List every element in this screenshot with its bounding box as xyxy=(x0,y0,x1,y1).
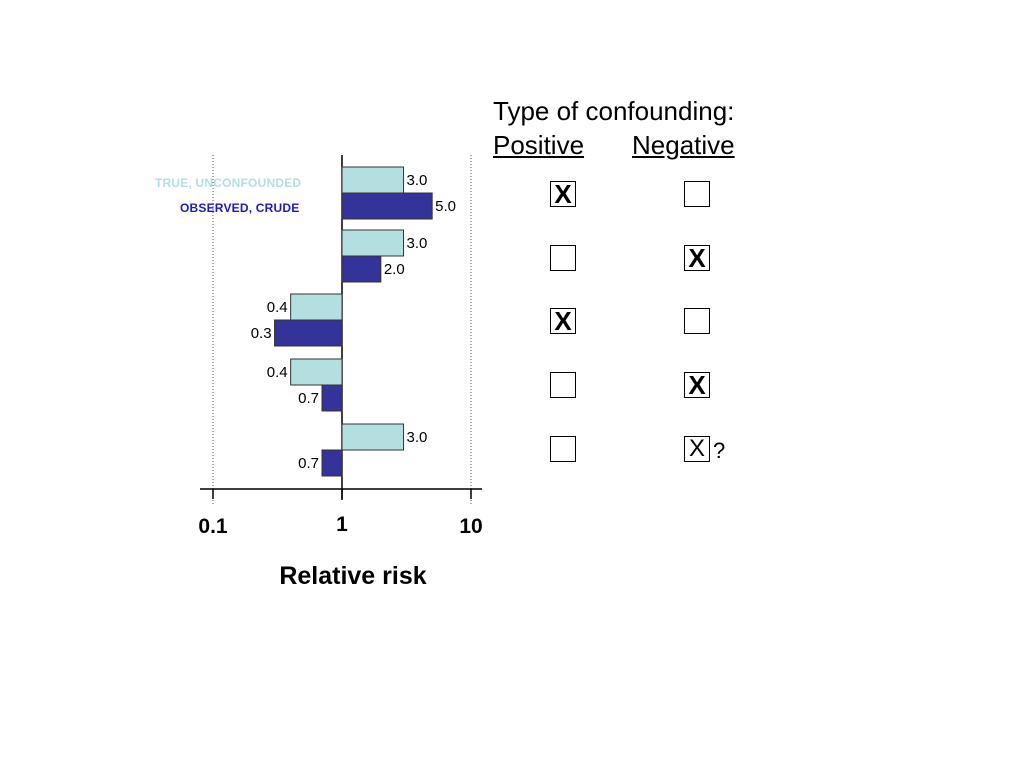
data-label-observed-group5: 0.7 xyxy=(298,455,319,472)
bar-true-group4 xyxy=(290,358,343,386)
legend-observed-crude: OBSERVED, CRUDE xyxy=(180,201,300,215)
bar-observed-group5 xyxy=(321,449,343,477)
data-label-observed-group1: 5.0 xyxy=(435,198,456,215)
bar-observed-group1 xyxy=(341,192,433,220)
data-label-true-group4: 0.4 xyxy=(267,364,288,381)
row5-negative-checkbox: X xyxy=(684,436,710,462)
row2-positive-checkbox xyxy=(550,245,576,271)
row3-positive-checkbox: X xyxy=(550,308,576,334)
x-axis-title: Relative risk xyxy=(279,562,426,590)
negative-column-header: Negative xyxy=(632,130,735,160)
data-label-true-group5: 3.0 xyxy=(407,429,428,446)
bar-true-group5 xyxy=(341,423,405,451)
bar-observed-group2 xyxy=(341,255,382,283)
bar-observed-group3 xyxy=(274,319,343,347)
data-label-observed-group3: 0.3 xyxy=(251,325,272,342)
data-label-true-group3: 0.4 xyxy=(267,299,288,316)
x-tick-label-1: 1 xyxy=(336,513,348,536)
data-label-true-group1: 3.0 xyxy=(407,172,428,189)
x-tick-label-10: 10 xyxy=(459,515,482,538)
row5-question-mark: ? xyxy=(713,438,726,463)
bar-true-group1 xyxy=(341,166,405,194)
x-tick-label-0-1: 0.1 xyxy=(198,515,228,538)
row4-positive-checkbox xyxy=(550,372,576,398)
row5-positive-checkbox xyxy=(550,436,576,462)
row1-positive-checkbox: X xyxy=(550,181,576,207)
data-label-observed-group2: 2.0 xyxy=(384,261,405,278)
legend-true-unconfounded: TRUE, UNCONFOUNDED xyxy=(155,176,302,190)
bar-true-group3 xyxy=(290,293,343,321)
confounding-type-title: Type of confounding: xyxy=(493,96,735,126)
bar-true-group2 xyxy=(341,229,405,257)
row3-negative-checkbox xyxy=(684,308,710,334)
row2-negative-checkbox: X xyxy=(684,245,710,271)
positive-column-header: Positive xyxy=(493,130,585,160)
data-label-true-group2: 3.0 xyxy=(407,235,428,252)
row4-negative-checkbox: X xyxy=(684,372,710,398)
data-label-observed-group4: 0.7 xyxy=(298,390,319,407)
bar-observed-group4 xyxy=(321,384,343,412)
row1-negative-checkbox xyxy=(684,181,710,207)
